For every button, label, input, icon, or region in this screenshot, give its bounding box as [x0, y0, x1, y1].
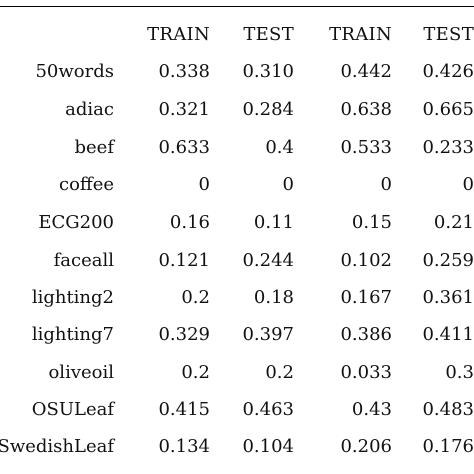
cell: 0.2 — [181, 287, 210, 308]
cell: 0.338 — [158, 61, 210, 82]
cell: 0.463 — [242, 399, 294, 420]
cell: 0.329 — [158, 324, 210, 345]
cell: 0.244 — [242, 250, 294, 271]
cell: 0.4 — [265, 137, 294, 158]
cell: 0.43 — [351, 399, 392, 420]
cell: 0 — [462, 174, 474, 195]
row-name: coffee — [58, 174, 114, 195]
cell: 0.18 — [253, 287, 294, 308]
cell: 0.11 — [253, 212, 294, 233]
cell: 0.102 — [340, 250, 392, 271]
table-row: ECG200 0.16 0.11 0.15 0.21 — [0, 204, 474, 242]
cell: 0.2 — [265, 362, 294, 383]
header-test-2: TEST — [423, 24, 474, 45]
cell: 0.483 — [422, 399, 474, 420]
cell: 0.233 — [422, 137, 474, 158]
top-rule — [0, 6, 474, 7]
cell: 0.386 — [340, 324, 392, 345]
header-train-2: TRAIN — [329, 24, 392, 45]
cell: 0.638 — [340, 99, 392, 120]
row-name: faceall — [53, 250, 114, 271]
cell: 0.033 — [340, 362, 392, 383]
cell: 0.176 — [422, 436, 474, 457]
cell: 0.21 — [433, 212, 474, 233]
cell: 0.206 — [340, 436, 392, 457]
header-train-1: TRAIN — [147, 24, 210, 45]
cell: 0.3 — [445, 362, 474, 383]
cell: 0.426 — [422, 61, 474, 82]
header-row: TRAIN TEST TRAIN TEST — [0, 16, 474, 54]
cell: 0.415 — [158, 399, 210, 420]
cell: 0.121 — [158, 250, 210, 271]
cell: 0.15 — [351, 212, 392, 233]
cell: 0.310 — [242, 61, 294, 82]
header-test-1: TEST — [243, 24, 294, 45]
table-row: 50words 0.338 0.310 0.442 0.426 — [0, 53, 474, 91]
cell: 0.633 — [158, 137, 210, 158]
cell: 0.321 — [158, 99, 210, 120]
row-name: lighting2 — [31, 287, 114, 308]
row-name: adiac — [65, 99, 114, 120]
cell: 0.397 — [242, 324, 294, 345]
table-row: OSULeaf 0.415 0.463 0.43 0.483 — [0, 391, 474, 429]
cell: 0.167 — [340, 287, 392, 308]
table-row: beef 0.633 0.4 0.533 0.233 — [0, 129, 474, 167]
row-name: 50words — [35, 61, 114, 82]
table-row: lighting7 0.329 0.397 0.386 0.411 — [0, 316, 474, 354]
row-name: beef — [74, 137, 115, 158]
cell: 0 — [380, 174, 392, 195]
cell: 0.442 — [340, 61, 392, 82]
row-name: OSULeaf — [31, 399, 114, 420]
cell: 0 — [282, 174, 294, 195]
row-name: ECG200 — [38, 212, 114, 233]
cell: 0.2 — [181, 362, 210, 383]
cell: 0.284 — [242, 99, 294, 120]
table-row: adiac 0.321 0.284 0.638 0.665 — [0, 91, 474, 129]
row-name: lighting7 — [31, 324, 114, 345]
table-row: lighting2 0.2 0.18 0.167 0.361 — [0, 279, 474, 317]
cell: 0.665 — [422, 99, 474, 120]
cell: 0.361 — [422, 287, 474, 308]
table-row: coffee 0 0 0 0 — [0, 166, 474, 204]
cell: 0.104 — [242, 436, 294, 457]
row-name: SwedishLeaf — [0, 436, 114, 457]
cell: 0 — [198, 174, 210, 195]
cell: 0.411 — [422, 324, 474, 345]
cell: 0.533 — [340, 137, 392, 158]
cell: 0.134 — [158, 436, 210, 457]
table-row: oliveoil 0.2 0.2 0.033 0.3 — [0, 354, 474, 392]
cell: 0.259 — [422, 250, 474, 271]
table-row: SwedishLeaf 0.134 0.104 0.206 0.176 — [0, 428, 474, 466]
cell: 0.16 — [169, 212, 210, 233]
table-row: faceall 0.121 0.244 0.102 0.259 — [0, 242, 474, 280]
row-name: oliveoil — [48, 362, 114, 383]
